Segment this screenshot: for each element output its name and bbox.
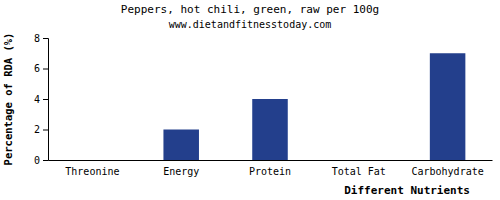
x-tick-label: Carbohydrate xyxy=(411,166,483,177)
title: Peppers, hot chili, green, raw per 100g xyxy=(121,3,379,16)
x-tick-label: Threonine xyxy=(65,166,119,177)
x-tick-label: Energy xyxy=(163,166,199,177)
y-axis-line xyxy=(43,39,49,161)
y-tick: 0 xyxy=(34,155,48,166)
y-tick-mark xyxy=(43,99,48,100)
y-tick: 2 xyxy=(34,124,48,135)
y-tick-label: 2 xyxy=(34,124,40,135)
y-tick-label: 6 xyxy=(34,63,40,74)
y-tick-label: 0 xyxy=(34,155,40,166)
y-tick-label: 8 xyxy=(34,33,40,44)
y-tick-mark xyxy=(43,38,48,39)
bars xyxy=(163,53,465,160)
x-tick: Threonine xyxy=(65,160,119,177)
x-tick-label: Total Fat xyxy=(332,166,386,177)
x-tick: Total Fat xyxy=(332,160,386,177)
x-axis-title: Different Nutrients xyxy=(344,184,470,197)
y-tick: 4 xyxy=(34,94,48,105)
bar xyxy=(341,160,377,161)
bar xyxy=(75,160,111,161)
bar xyxy=(430,53,466,160)
y-tick-mark xyxy=(43,130,48,131)
y-tick-label: 4 xyxy=(34,94,40,105)
plot: 0 2 4 6 8 Threonine Energy Protein Total Fat Carb… xyxy=(34,33,493,177)
bar xyxy=(252,99,288,160)
subtitle: www.dietandfitnesstoday.com xyxy=(169,19,332,30)
x-tick: Protein xyxy=(249,160,291,177)
x-tick: Energy xyxy=(163,160,199,177)
y-axis-title: Percentage of RDA (%) xyxy=(2,33,14,166)
x-tick-label: Protein xyxy=(249,166,291,177)
y-tick: 6 xyxy=(34,63,48,74)
x-axis-line xyxy=(49,160,493,161)
y-axis: 0 2 4 6 8 xyxy=(34,33,49,166)
chart: 0 2 4 6 8 Threonine Energy Protein Total Fat Carb… xyxy=(0,0,500,200)
y-tick-mark xyxy=(43,69,48,70)
y-tick: 8 xyxy=(34,33,48,44)
x-axis: Threonine Energy Protein Total Fat Carbohydr… xyxy=(49,160,493,177)
y-tick-mark xyxy=(43,160,48,161)
x-tick: Carbohydrate xyxy=(411,160,483,177)
bar xyxy=(163,130,199,161)
